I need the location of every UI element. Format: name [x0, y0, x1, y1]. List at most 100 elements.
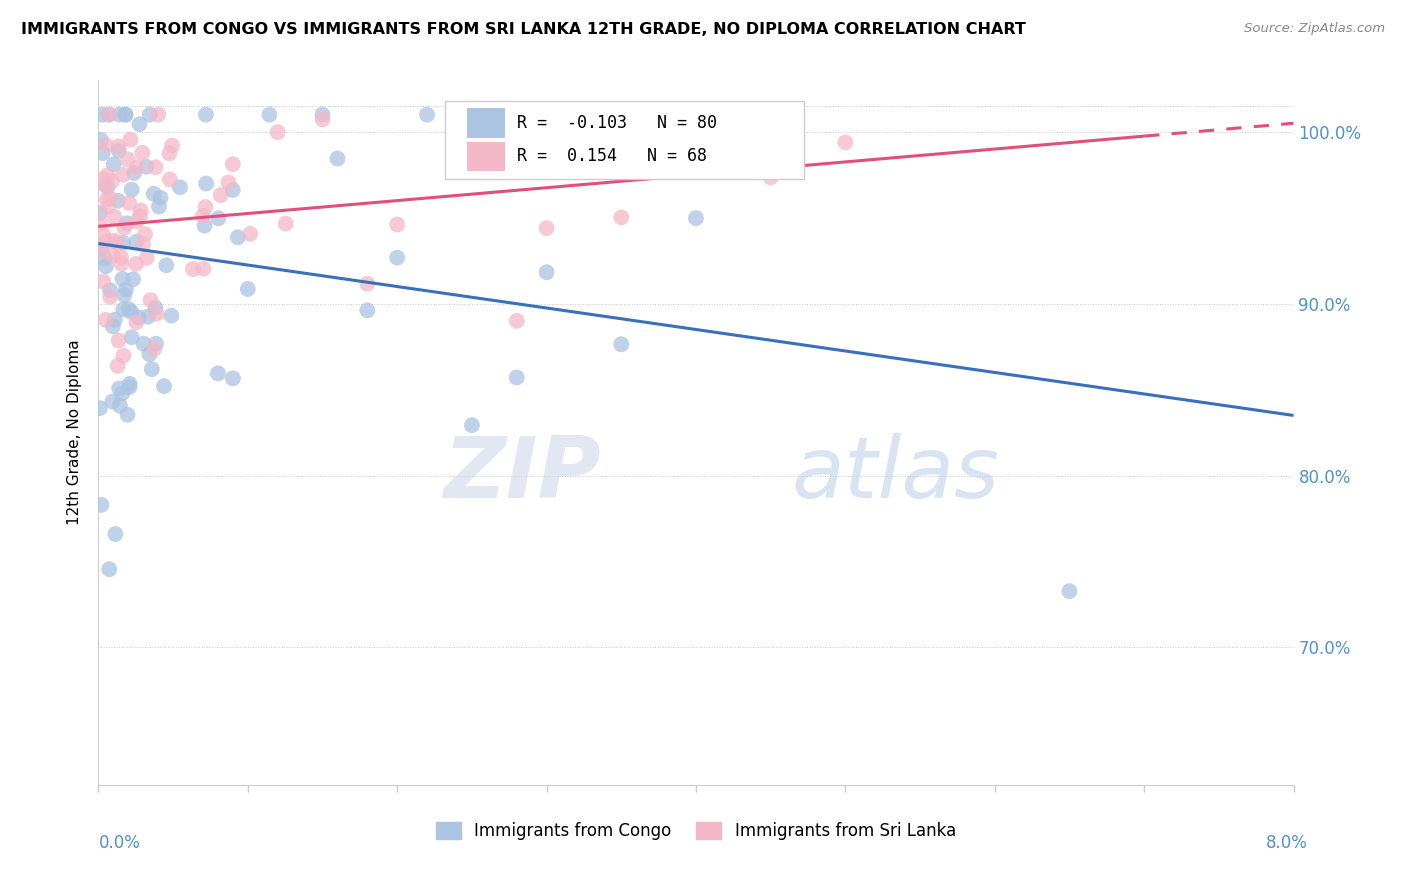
Point — [90, 133, 112, 147]
Point — [111, 235, 134, 250]
Point — [120, 133, 142, 147]
Point — [834, 136, 856, 150]
Point — [89, 401, 111, 416]
Point — [97, 108, 120, 122]
Point — [118, 376, 141, 391]
Point — [127, 161, 149, 175]
Point — [135, 160, 157, 174]
Point — [117, 408, 139, 422]
Point — [96, 169, 118, 183]
Point — [138, 347, 160, 361]
Point — [91, 172, 114, 186]
Point — [128, 117, 150, 131]
Point — [274, 217, 297, 231]
Point — [134, 227, 156, 242]
Point — [97, 200, 120, 214]
Point — [96, 192, 118, 206]
Point — [326, 152, 349, 166]
Point — [111, 386, 134, 401]
Point — [131, 145, 153, 160]
Text: 0.0%: 0.0% — [98, 834, 141, 852]
Point — [259, 108, 281, 122]
Point — [103, 234, 125, 248]
Point — [96, 180, 118, 194]
Point — [218, 176, 240, 190]
Point — [191, 209, 214, 223]
Point — [91, 275, 114, 289]
Point — [155, 258, 177, 272]
Point — [1059, 584, 1081, 599]
Point — [461, 108, 484, 122]
Point — [98, 284, 121, 298]
Text: IMMIGRANTS FROM CONGO VS IMMIGRANTS FROM SRI LANKA 12TH GRADE, NO DIPLOMA CORREL: IMMIGRANTS FROM CONGO VS IMMIGRANTS FROM… — [21, 22, 1026, 37]
Point — [226, 230, 249, 244]
Point — [104, 312, 127, 326]
Point — [94, 178, 117, 192]
Point — [114, 108, 136, 122]
Point — [153, 379, 176, 393]
Point — [610, 337, 633, 351]
Point — [108, 381, 131, 395]
Point — [145, 336, 167, 351]
Text: ZIP: ZIP — [443, 434, 600, 516]
Point — [112, 349, 135, 363]
Point — [108, 144, 131, 158]
Point — [89, 206, 111, 220]
Text: R =  -0.103   N = 80: R = -0.103 N = 80 — [517, 114, 717, 132]
Point — [222, 183, 245, 197]
Point — [103, 157, 125, 171]
Y-axis label: 12th Grade, No Diploma: 12th Grade, No Diploma — [67, 340, 83, 525]
Point — [169, 180, 191, 194]
Point — [136, 310, 159, 324]
Point — [222, 157, 245, 171]
Point — [194, 108, 217, 122]
Point — [98, 108, 121, 122]
Point — [145, 160, 167, 174]
Point — [129, 209, 152, 223]
Point — [143, 342, 166, 356]
Point — [311, 108, 333, 122]
Point — [121, 183, 143, 197]
Point — [222, 371, 245, 385]
Point — [385, 251, 409, 265]
Point — [114, 108, 136, 122]
Legend: Immigrants from Congo, Immigrants from Sri Lanka: Immigrants from Congo, Immigrants from S… — [429, 815, 963, 847]
Point — [110, 250, 132, 264]
Text: 8.0%: 8.0% — [1265, 834, 1308, 852]
Point — [142, 186, 165, 201]
Point — [90, 498, 112, 512]
Point — [108, 399, 131, 413]
FancyBboxPatch shape — [467, 109, 505, 138]
Point — [759, 170, 782, 185]
Point — [107, 194, 129, 208]
Point — [98, 562, 121, 576]
Point — [145, 307, 167, 321]
Point — [90, 244, 112, 258]
Point — [107, 334, 129, 348]
Point — [115, 283, 138, 297]
Point — [108, 108, 131, 122]
Point — [193, 261, 215, 276]
Point — [356, 303, 378, 318]
Point — [94, 259, 117, 273]
Point — [101, 174, 124, 188]
Point — [385, 218, 409, 232]
Point — [129, 203, 152, 218]
Text: Source: ZipAtlas.com: Source: ZipAtlas.com — [1244, 22, 1385, 36]
Point — [125, 257, 148, 271]
Point — [98, 191, 121, 205]
Point — [132, 336, 155, 351]
Point — [121, 305, 143, 319]
Point — [536, 265, 558, 279]
Point — [148, 199, 170, 213]
Point — [104, 527, 127, 541]
Point — [209, 188, 232, 202]
Point — [128, 310, 150, 325]
Point — [141, 362, 163, 376]
Point — [135, 251, 157, 265]
Point — [160, 138, 183, 153]
Point — [236, 282, 259, 296]
Point — [536, 221, 558, 235]
Point — [94, 313, 117, 327]
Point — [132, 237, 155, 252]
